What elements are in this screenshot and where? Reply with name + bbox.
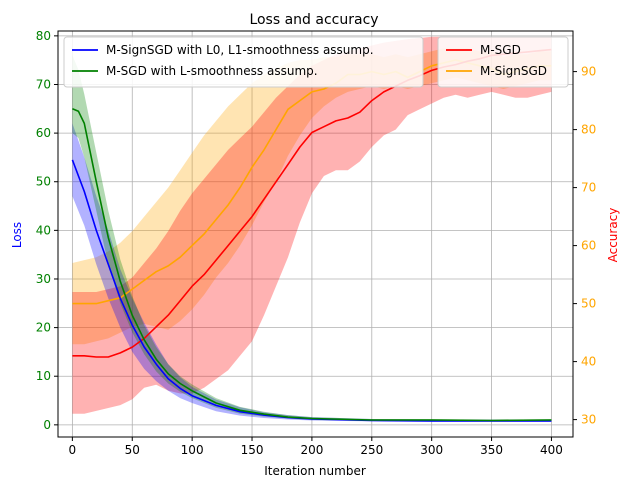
x-tick-label: 400 (540, 443, 563, 457)
y-right-tick-label: 80 (581, 123, 596, 137)
chart-title: Loss and accuracy (249, 12, 378, 28)
band-m-signsgd (72, 48, 552, 345)
y-right-tick-label: 70 (581, 181, 596, 195)
y-left-tick-label: 70 (36, 77, 51, 91)
y-left-tick-label: 30 (36, 272, 51, 286)
y-right-tick-label: 50 (581, 297, 596, 311)
legend-label: M-SGD (480, 43, 521, 57)
y-left-tick-label: 40 (36, 223, 51, 237)
plot-frame (57, 30, 574, 438)
grid-layer (58, 31, 573, 437)
y-left-tick-label: 0 (43, 418, 51, 432)
x-tick-label: 200 (300, 443, 323, 457)
x-tick-label: 0 (69, 443, 77, 457)
x-tick-label: 350 (480, 443, 503, 457)
y-axis-label-right: Accuracy (606, 208, 620, 263)
y-axis-right: 30 40 50 60 70 80 90 (573, 65, 596, 427)
band-layer (72, 36, 552, 422)
y-right-tick-label: 30 (581, 413, 596, 427)
x-axis: 0 50 100 150 200 250 300 350 400 (69, 437, 563, 457)
y-left-tick-label: 50 (36, 175, 51, 189)
x-tick-label: 100 (181, 443, 204, 457)
legend-label: M-SignSGD (480, 64, 547, 78)
x-tick-label: 250 (360, 443, 383, 457)
y-right-tick-label: 90 (581, 65, 596, 79)
x-tick-label: 50 (125, 443, 140, 457)
band-m-sgd (72, 36, 552, 414)
legend-box (63, 36, 424, 88)
legend-right: M-SGD M-SignSGD (437, 36, 569, 88)
y-right-tick-label: 40 (581, 355, 596, 369)
y-left-tick-label: 10 (36, 369, 51, 383)
legend-left: M-SignSGD with L0, L1-smoothness assump.… (63, 36, 424, 88)
legend-label: M-SignSGD with L0, L1-smoothness assump. (106, 43, 374, 57)
x-axis-label: Iteration number (264, 464, 366, 478)
y-left-tick-label: 60 (36, 126, 51, 140)
y-left-tick-label: 20 (36, 321, 51, 335)
line-m-sgd-with-l-smoothness-assump (72, 108, 552, 422)
legend-label: M-SGD with L-smoothness assump. (106, 64, 318, 78)
y-axis-left: 0 10 20 30 40 50 60 70 80 (36, 29, 58, 432)
x-tick-label: 150 (241, 443, 264, 457)
y-right-tick-label: 60 (581, 239, 596, 253)
x-tick-label: 300 (420, 443, 443, 457)
y-left-tick-label: 80 (36, 29, 51, 43)
y-axis-label-left: Loss (10, 222, 24, 248)
